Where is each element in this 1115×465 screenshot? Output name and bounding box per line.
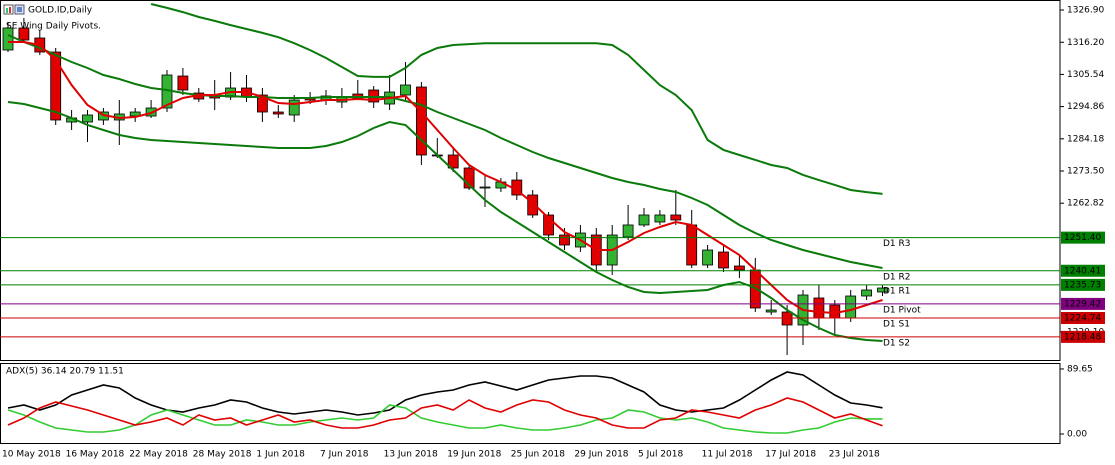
candle-body — [256, 94, 268, 113]
x-tick-label: 25 Jun 2018 — [511, 450, 565, 460]
x-tick-label: 5 Jul 2018 — [638, 450, 683, 460]
x-tick-label: 19 Jun 2018 — [447, 450, 501, 460]
y-tick-label: 1284.18 — [1067, 134, 1104, 144]
main-panel — [0, 0, 1061, 361]
candle-body — [288, 99, 300, 116]
adx-panel — [0, 363, 1061, 444]
candle-body — [559, 234, 570, 246]
x-tick-label: 16 May 2018 — [66, 450, 125, 460]
candles — [2, 18, 888, 355]
x-tick-label: 10 May 2018 — [2, 450, 61, 460]
candle-body — [622, 224, 634, 238]
price-box — [1061, 312, 1105, 325]
x-tick-label: 11 Jul 2018 — [702, 450, 753, 460]
price-box — [1061, 278, 1105, 291]
indicator-line — [7, 397, 883, 429]
icon — [17, 7, 22, 12]
y-tick-label: 1262.82 — [1067, 199, 1104, 209]
price-box-label: 1251.40 — [1064, 233, 1101, 243]
pivot-label: D1 Pivot — [883, 305, 921, 315]
x-tick-label: 13 Jun 2018 — [384, 450, 438, 460]
series-group — [7, 371, 883, 434]
indicator-line — [7, 101, 883, 342]
icon — [9, 7, 11, 13]
price-box — [1061, 264, 1105, 277]
y-tick-label: 1305.54 — [1067, 70, 1104, 80]
price-box — [1061, 297, 1105, 310]
y-tick-label: 1326.90 — [1067, 6, 1104, 16]
candle-body — [861, 289, 872, 297]
x-tick-label: 22 May 2018 — [129, 450, 188, 460]
indicator-line — [8, 41, 883, 315]
x-tick-label: 28 May 2018 — [193, 450, 252, 460]
candle-body — [463, 167, 475, 189]
chart-title: GOLD.ID,Daily — [28, 6, 93, 16]
indicator-line — [7, 371, 883, 416]
candle-body — [686, 224, 698, 266]
candle-body — [734, 265, 745, 271]
x-tick-label: 23 Jul 2018 — [829, 450, 880, 460]
indicator-line — [7, 34, 883, 269]
indicator-line — [7, 404, 883, 434]
price-box — [1061, 231, 1105, 244]
indicator-title: SE Wing Daily Pivots. — [6, 22, 101, 32]
price-box-label: 1235.73 — [1064, 280, 1101, 290]
candle-body — [50, 51, 62, 121]
candle-body — [718, 251, 729, 269]
candle-body — [670, 214, 682, 221]
candle-body — [82, 114, 93, 123]
candle-body — [527, 194, 539, 216]
candle-body — [654, 214, 666, 223]
candle-body — [479, 186, 491, 189]
icon — [3, 4, 14, 15]
price-box-label: 1229.42 — [1064, 299, 1101, 309]
x-tick-label: 17 Jul 2018 — [765, 450, 816, 460]
pivot-label: D1 R3 — [883, 239, 911, 249]
candle-body — [400, 84, 411, 96]
x-tick-label: 29 Jun 2018 — [574, 450, 628, 460]
y-tick-label: 0.00 — [1067, 430, 1087, 440]
icon — [6, 8, 8, 13]
candle-body — [18, 27, 30, 41]
candle-body — [447, 154, 459, 169]
candle-body — [702, 249, 713, 266]
price-box-label: 1218.48 — [1064, 332, 1101, 342]
pivot-label: D1 S2 — [883, 338, 910, 348]
y-tick-label: 1294.86 — [1067, 102, 1104, 112]
candle-body — [813, 297, 825, 319]
pivot-label: D1 R2 — [883, 272, 911, 282]
symbol-icons — [3, 4, 25, 15]
candle-body — [877, 287, 888, 293]
price-box — [1061, 330, 1105, 343]
y-tick-label: 1273.50 — [1067, 167, 1104, 177]
series-group — [7, 3, 883, 342]
pivot-label: D1 R1 — [883, 286, 911, 296]
candle-body — [845, 295, 857, 319]
candle-body — [177, 75, 189, 91]
y-tick-label: 89.65 — [1067, 364, 1093, 374]
candle-body — [272, 111, 284, 115]
pivot-label: D1 S1 — [883, 320, 910, 330]
x-tick-label: 1 Jun 2018 — [256, 450, 305, 460]
price-box-label: 1240.41 — [1064, 266, 1101, 276]
candle-body — [638, 214, 650, 226]
candle-body — [543, 214, 554, 236]
x-tick-label: 7 Jun 2018 — [320, 450, 369, 460]
y-tick-label: 1316.20 — [1067, 38, 1104, 48]
candle-body — [2, 27, 14, 51]
adx-title: ADX(5) 36.14 20.79 11.51 — [6, 367, 124, 377]
candle-body — [368, 89, 380, 103]
candle-body — [765, 309, 777, 313]
price-box-label: 1224.74 — [1064, 314, 1101, 324]
candle-body — [415, 86, 427, 156]
indicator-line — [150, 3, 883, 195]
